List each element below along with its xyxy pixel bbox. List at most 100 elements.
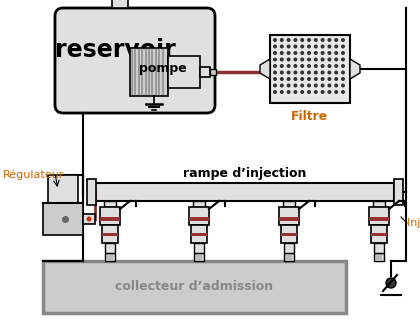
- Circle shape: [280, 84, 284, 88]
- Bar: [283, 201, 295, 207]
- Bar: [200, 67, 210, 77]
- Bar: [87, 179, 96, 205]
- Circle shape: [300, 90, 304, 94]
- Bar: [189, 207, 209, 225]
- Bar: [194, 243, 204, 253]
- Circle shape: [286, 51, 291, 55]
- Circle shape: [334, 64, 338, 68]
- Circle shape: [334, 58, 338, 62]
- Circle shape: [320, 51, 325, 55]
- Circle shape: [314, 58, 318, 62]
- Bar: [168, 56, 200, 88]
- Circle shape: [273, 64, 277, 68]
- Bar: [374, 243, 384, 253]
- Circle shape: [87, 216, 92, 221]
- Circle shape: [341, 84, 345, 88]
- Bar: [102, 233, 118, 236]
- Bar: [100, 207, 120, 225]
- Circle shape: [280, 45, 284, 49]
- Circle shape: [341, 64, 345, 68]
- Circle shape: [307, 38, 311, 42]
- Circle shape: [280, 90, 284, 94]
- Bar: [191, 225, 207, 243]
- Circle shape: [314, 77, 318, 81]
- Circle shape: [273, 71, 277, 75]
- Circle shape: [280, 77, 284, 81]
- Circle shape: [294, 38, 297, 42]
- Circle shape: [280, 51, 284, 55]
- Bar: [43, 203, 83, 235]
- Circle shape: [307, 64, 311, 68]
- Bar: [130, 48, 168, 96]
- Circle shape: [341, 45, 345, 49]
- Circle shape: [286, 71, 291, 75]
- Circle shape: [341, 90, 345, 94]
- Bar: [281, 233, 297, 236]
- Bar: [43, 261, 346, 313]
- Bar: [107, 253, 113, 261]
- Bar: [371, 233, 387, 236]
- Polygon shape: [260, 59, 270, 79]
- Circle shape: [300, 51, 304, 55]
- Circle shape: [286, 58, 291, 62]
- Circle shape: [334, 84, 338, 88]
- Circle shape: [273, 58, 277, 62]
- Circle shape: [307, 45, 311, 49]
- Circle shape: [328, 71, 331, 75]
- Circle shape: [341, 51, 345, 55]
- Circle shape: [314, 38, 318, 42]
- Circle shape: [341, 58, 345, 62]
- Bar: [284, 243, 294, 253]
- Circle shape: [314, 45, 318, 49]
- Circle shape: [307, 71, 311, 75]
- Bar: [376, 253, 382, 261]
- Bar: [189, 217, 209, 221]
- Circle shape: [300, 38, 304, 42]
- Bar: [369, 207, 389, 225]
- Circle shape: [286, 38, 291, 42]
- Bar: [105, 253, 115, 261]
- Circle shape: [314, 51, 318, 55]
- Circle shape: [314, 84, 318, 88]
- Bar: [371, 225, 387, 243]
- Bar: [369, 217, 389, 221]
- Bar: [100, 217, 120, 221]
- Text: reservoir: reservoir: [55, 38, 176, 62]
- Circle shape: [300, 45, 304, 49]
- Circle shape: [314, 64, 318, 68]
- Bar: [373, 201, 385, 207]
- Bar: [112, 0, 128, 8]
- Circle shape: [320, 58, 325, 62]
- Bar: [104, 201, 116, 207]
- Circle shape: [307, 58, 311, 62]
- Text: pompe: pompe: [139, 62, 187, 75]
- Bar: [196, 253, 202, 261]
- Circle shape: [386, 278, 396, 288]
- Circle shape: [334, 38, 338, 42]
- Circle shape: [314, 71, 318, 75]
- Circle shape: [300, 58, 304, 62]
- Bar: [394, 179, 403, 205]
- Bar: [48, 175, 78, 203]
- Circle shape: [307, 51, 311, 55]
- Bar: [105, 243, 115, 253]
- Circle shape: [273, 38, 277, 42]
- Text: collecteur d’admission: collecteur d’admission: [115, 280, 273, 293]
- Circle shape: [286, 77, 291, 81]
- Circle shape: [273, 51, 277, 55]
- Circle shape: [280, 71, 284, 75]
- Circle shape: [300, 77, 304, 81]
- Circle shape: [328, 38, 331, 42]
- Bar: [279, 217, 299, 221]
- Bar: [191, 233, 207, 236]
- Circle shape: [300, 71, 304, 75]
- Text: Régulateur: Régulateur: [3, 170, 64, 180]
- Circle shape: [341, 71, 345, 75]
- Circle shape: [294, 58, 297, 62]
- Circle shape: [320, 71, 325, 75]
- Circle shape: [307, 77, 311, 81]
- Circle shape: [273, 90, 277, 94]
- Bar: [270, 35, 350, 103]
- Bar: [83, 214, 95, 224]
- Circle shape: [320, 84, 325, 88]
